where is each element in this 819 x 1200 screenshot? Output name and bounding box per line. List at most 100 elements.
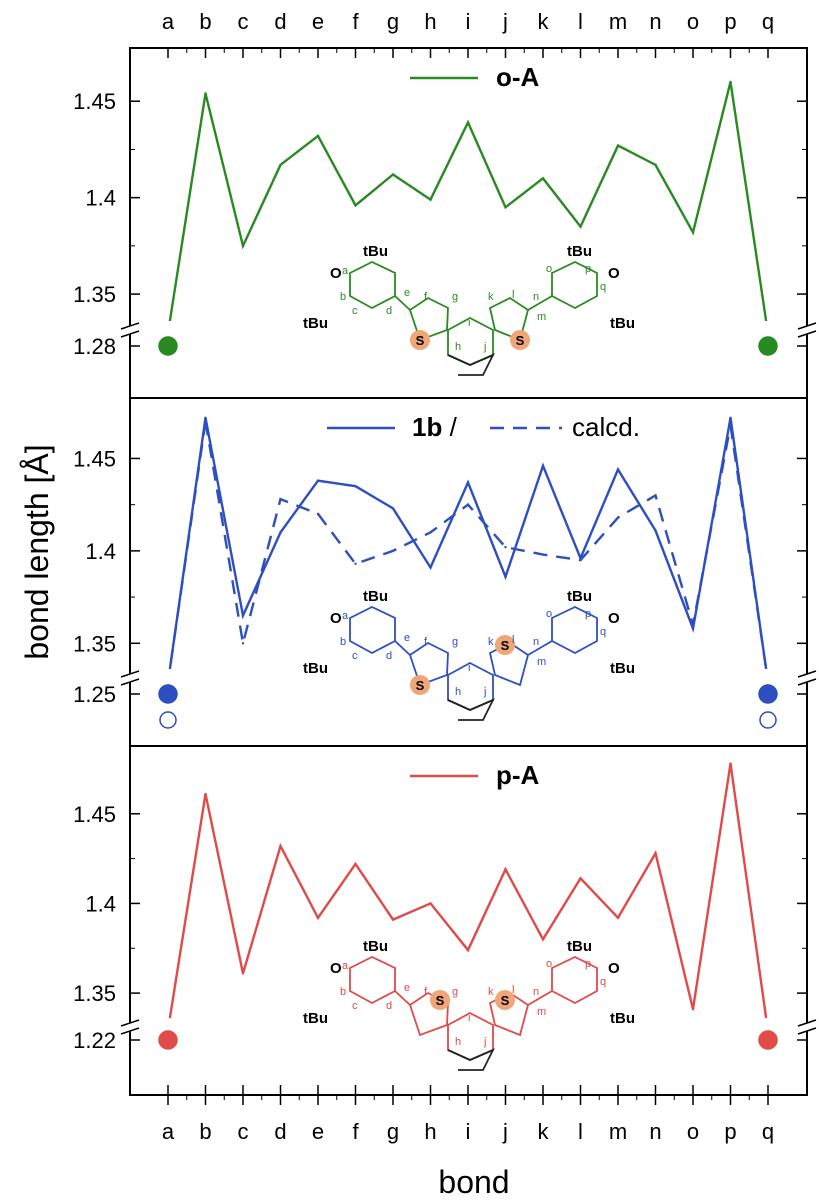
bond-letter: c	[352, 305, 358, 317]
data-point-n	[654, 529, 657, 532]
bond-letter: c	[352, 650, 358, 662]
axis-break-gap	[799, 1023, 815, 1031]
bond-letter: q	[600, 281, 606, 293]
data-point-j	[504, 206, 507, 209]
x-tick-label-bottom: e	[312, 1119, 324, 1144]
data-point-g	[391, 918, 395, 921]
data-point-o	[691, 1008, 695, 1011]
data-point-m	[616, 468, 620, 471]
bond-letter: b	[340, 291, 346, 303]
ring	[349, 955, 396, 1005]
oxygen-label: O	[330, 265, 342, 282]
tbu-label: tBu	[363, 938, 388, 955]
data-point-f	[354, 862, 357, 866]
data-point-b	[204, 420, 207, 423]
bond-letter: k	[488, 636, 494, 648]
axis-break-gap	[122, 326, 138, 334]
tbu-label: tBu	[303, 660, 328, 677]
x-tick-label-top: f	[352, 9, 359, 34]
series-end-segment	[168, 421, 207, 670]
data-point-b	[204, 416, 207, 419]
data-point-p	[729, 762, 732, 765]
x-tick-label-top: q	[762, 9, 774, 34]
axis-break-mark	[797, 678, 817, 686]
bond-letter: o	[546, 958, 552, 970]
legend-label: 1b /	[412, 412, 458, 442]
bond-letter: p	[585, 263, 591, 275]
bond-letter: k	[488, 291, 494, 303]
data-point-e	[316, 479, 320, 482]
x-tick-label-top: b	[199, 9, 211, 34]
sulfur-label: S	[416, 678, 425, 693]
bond-letter: a	[342, 265, 349, 277]
bond-letter: i	[468, 317, 470, 329]
x-tick-label-bottom: a	[162, 1119, 175, 1144]
bond-letter: f	[424, 986, 428, 998]
bond-letter: a	[342, 960, 349, 972]
data-point-o	[691, 627, 695, 630]
axis-break-mark	[797, 1019, 817, 1027]
bond-letter: b	[340, 986, 346, 998]
data-point-p	[729, 416, 732, 419]
y-tick-label: 1.45	[73, 802, 116, 827]
oxygen-label: O	[330, 610, 342, 627]
bond-letter: j	[483, 686, 486, 698]
backbone	[447, 698, 495, 721]
ring	[349, 260, 396, 310]
data-point-q	[759, 711, 777, 729]
data-point-e	[316, 134, 320, 138]
series-end-segment	[729, 425, 768, 670]
bond-letter: e	[404, 287, 410, 299]
x-tick-label-bottom: n	[649, 1119, 661, 1144]
data-point-i	[466, 503, 470, 506]
tbu-label: tBu	[363, 588, 388, 605]
bond-letter: b	[340, 636, 346, 648]
legend-label: o-A	[496, 62, 540, 92]
sulfur-label: S	[416, 333, 425, 348]
axis-break-mark	[797, 322, 817, 330]
bond-letter: d	[386, 305, 392, 317]
x-tick-label-top: p	[724, 9, 736, 34]
tbu-label: tBu	[610, 315, 635, 332]
data-point-i	[466, 481, 470, 484]
axis-break-mark	[797, 670, 817, 678]
data-point-k	[541, 177, 545, 180]
sulfur-atom	[510, 330, 530, 350]
bond-letter: g	[452, 291, 458, 303]
x-axis-title: bond	[438, 1164, 509, 1200]
backbone	[447, 353, 495, 376]
data-point-c	[241, 614, 245, 617]
data-point-m	[616, 144, 620, 147]
bond-letter: g	[452, 636, 458, 648]
legend-label: p-A	[496, 760, 540, 790]
series-line-pa	[204, 763, 732, 1010]
data-point-o	[691, 623, 695, 626]
series-end-segment	[168, 793, 207, 1019]
y-tick-label: 1.35	[73, 282, 116, 307]
data-point-k	[541, 464, 545, 468]
oxygen-label: O	[608, 610, 620, 627]
x-tick-label-bottom: j	[502, 1119, 508, 1144]
bond-letter: g	[452, 986, 458, 998]
x-tick-label-bottom: p	[724, 1119, 736, 1144]
data-point-e	[316, 512, 320, 516]
data-point-e	[316, 916, 320, 919]
y-tick-label: 1.4	[85, 891, 116, 916]
bond	[527, 640, 553, 656]
data-point-n	[654, 494, 657, 497]
bond-letter: m	[537, 1006, 546, 1018]
series-end-segment	[167, 684, 171, 688]
oxygen-label: O	[608, 265, 620, 282]
bond-letter: d	[386, 1000, 392, 1012]
tbu-label: tBu	[363, 243, 388, 260]
tbu-label: tBu	[567, 588, 592, 605]
data-point-k	[541, 553, 545, 556]
axis-break-mark	[120, 678, 140, 686]
data-point-n	[654, 852, 657, 855]
tbu-label: tBu	[567, 938, 592, 955]
y-tick-label: 1.45	[73, 89, 116, 114]
y-tick-label: 1.45	[73, 446, 116, 471]
bond-letter: q	[600, 626, 606, 638]
bond-letter: n	[533, 291, 539, 303]
axis-break-mark	[120, 322, 140, 330]
